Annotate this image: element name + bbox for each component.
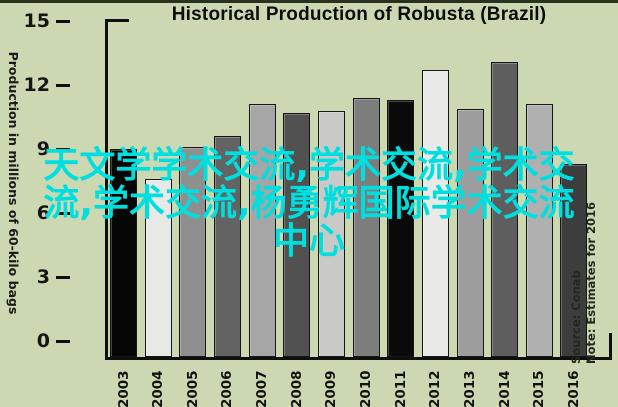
bar-2014 bbox=[491, 61, 519, 357]
y-axis-line bbox=[105, 19, 108, 359]
bar-2010 bbox=[352, 97, 380, 357]
x-tick-label-2011: 2011 bbox=[392, 370, 409, 407]
y-axis-label: Production in millions of 60-kilo bags bbox=[6, 51, 21, 315]
y-tick-0 bbox=[56, 340, 70, 343]
x-tick-label-2004: 2004 bbox=[150, 370, 167, 407]
x-tick-label-2005: 2005 bbox=[184, 370, 201, 407]
x-tick-label-2006: 2006 bbox=[219, 370, 236, 407]
note-text: Note: Estimates for 2016 bbox=[584, 201, 598, 364]
y-tick-label-0: 0 bbox=[36, 330, 50, 352]
bar-2011 bbox=[387, 99, 415, 357]
bar-2003 bbox=[110, 149, 137, 357]
y-tick-label-6: 6 bbox=[36, 202, 50, 225]
bar-2015 bbox=[525, 104, 553, 357]
x-axis-line bbox=[105, 357, 612, 360]
top-edge-strip bbox=[0, 0, 618, 3]
x-axis-right-bracket bbox=[609, 333, 612, 359]
x-tick-label-2013: 2013 bbox=[462, 370, 478, 407]
bar-2016 bbox=[560, 163, 588, 357]
x-tick-label-2012: 2012 bbox=[427, 370, 444, 407]
y-tick-label-3: 3 bbox=[36, 266, 50, 288]
y-axis-top-bracket bbox=[105, 19, 129, 22]
bar-2008 bbox=[283, 112, 311, 357]
bar-2006 bbox=[213, 136, 241, 357]
x-tick-label-2014: 2014 bbox=[496, 370, 513, 407]
y-tick-9 bbox=[56, 148, 70, 151]
bar-2009 bbox=[317, 110, 345, 357]
bar-2013 bbox=[456, 108, 484, 357]
bar-2004 bbox=[144, 178, 172, 357]
bar-2007 bbox=[248, 104, 276, 357]
y-tick-label-15: 15 bbox=[23, 10, 50, 33]
y-tick-15 bbox=[56, 20, 70, 23]
source-credit: Source: Conab bbox=[569, 270, 583, 364]
y-tick-6 bbox=[56, 212, 70, 215]
y-tick-12 bbox=[56, 84, 70, 87]
x-tick-label-2009: 2009 bbox=[323, 370, 340, 407]
y-tick-label-9: 9 bbox=[36, 138, 50, 161]
x-tick-label-2010: 2010 bbox=[358, 370, 375, 407]
y-tick-label-12: 12 bbox=[23, 74, 50, 97]
bar-2012 bbox=[421, 70, 449, 357]
x-tick-label-2016: 2016 bbox=[565, 370, 582, 407]
x-tick-label-2015: 2015 bbox=[531, 370, 548, 407]
bar-2005 bbox=[179, 146, 207, 357]
chart-title: Historical Production of Robusta (Brazil… bbox=[171, 4, 547, 25]
x-tick-label-2008: 2008 bbox=[288, 370, 305, 407]
x-tick-label-2007: 2007 bbox=[254, 370, 271, 407]
x-tick-label-2003: 2003 bbox=[115, 370, 132, 407]
y-tick-3 bbox=[56, 276, 70, 279]
